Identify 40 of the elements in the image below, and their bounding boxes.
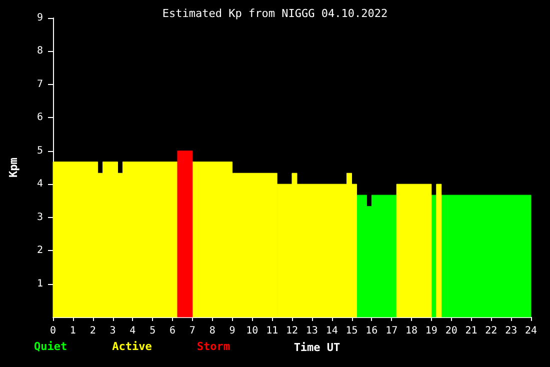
x-axis-title: Time UT [294, 341, 341, 354]
y-tick-label: 8 [36, 46, 43, 57]
x-tick-label: 0 [50, 326, 56, 336]
x-tick-label: 24 [524, 326, 538, 336]
x-tick-label: 3 [110, 326, 116, 336]
chart-title: Estimated Kp from NIGGG 04.10.2022 [162, 7, 388, 20]
y-tick-label: 5 [36, 145, 43, 156]
x-tick-label: 14 [326, 326, 338, 336]
x-tick-label: 9 [229, 326, 236, 336]
x-tick-label: 8 [209, 326, 216, 336]
y-tick-label: 2 [36, 245, 43, 256]
x-tick-label: 13 [306, 326, 318, 336]
x-tick-label: 2 [90, 326, 96, 336]
x-tick-label: 1 [70, 326, 76, 336]
x-tick-label: 17 [386, 326, 398, 336]
x-tick-label: 10 [246, 326, 258, 336]
x-tick-label: 20 [445, 326, 458, 336]
x-tick-label: 15 [346, 326, 358, 336]
x-tick-label: 21 [465, 326, 478, 336]
y-tick-label: 1 [36, 278, 43, 290]
y-tick-label: 4 [36, 178, 43, 190]
x-tick-label: 5 [150, 326, 156, 336]
x-tick-label: 19 [425, 326, 438, 336]
text: Active [112, 340, 152, 353]
text: Storm [196, 340, 230, 353]
x-tick-label: 23 [505, 326, 518, 336]
x-tick-label: 22 [485, 326, 498, 336]
y-tick-label: 6 [36, 112, 43, 124]
x-tick-label: 11 [266, 326, 278, 336]
x-tick-label: 12 [286, 326, 298, 336]
x-tick-label: 18 [405, 326, 418, 336]
text: Quiet [34, 340, 68, 353]
y-tick-label: 9 [36, 12, 43, 24]
x-tick-label: 6 [169, 326, 176, 336]
y-axis-title: Kpm [7, 157, 20, 178]
x-tick-label: 7 [189, 326, 196, 336]
y-tick-label: 7 [36, 78, 43, 90]
x-tick-label: 16 [366, 326, 378, 336]
y-tick-label: 3 [36, 212, 43, 223]
x-tick-label: 4 [130, 326, 136, 336]
